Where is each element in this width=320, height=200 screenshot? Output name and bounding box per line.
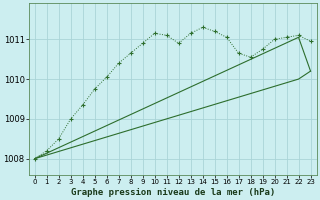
- X-axis label: Graphe pression niveau de la mer (hPa): Graphe pression niveau de la mer (hPa): [70, 188, 275, 197]
